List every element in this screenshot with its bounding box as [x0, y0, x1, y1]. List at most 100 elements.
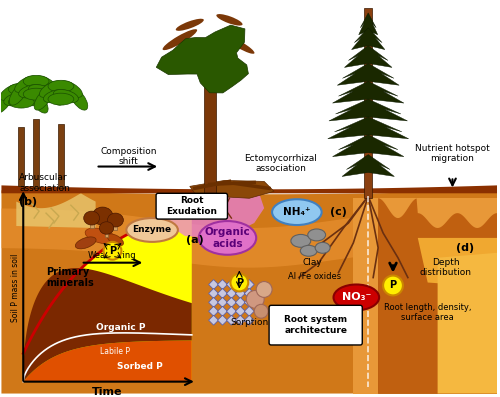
Ellipse shape	[334, 285, 379, 310]
Polygon shape	[16, 193, 96, 228]
Polygon shape	[218, 289, 228, 299]
Polygon shape	[342, 155, 394, 176]
Ellipse shape	[216, 14, 242, 25]
Polygon shape	[226, 306, 236, 316]
Text: NO₃⁻: NO₃⁻	[342, 292, 371, 303]
Ellipse shape	[85, 228, 116, 244]
Polygon shape	[418, 238, 497, 287]
Polygon shape	[23, 211, 192, 382]
Text: NH₄⁺: NH₄⁺	[283, 207, 310, 217]
Ellipse shape	[10, 83, 28, 105]
Circle shape	[383, 276, 403, 295]
Polygon shape	[236, 306, 246, 316]
Polygon shape	[226, 315, 236, 325]
Circle shape	[104, 242, 122, 260]
Bar	[18, 127, 24, 186]
Ellipse shape	[162, 29, 197, 50]
Polygon shape	[358, 13, 378, 35]
Ellipse shape	[84, 211, 100, 225]
Polygon shape	[328, 117, 408, 139]
Ellipse shape	[8, 96, 34, 108]
Polygon shape	[156, 25, 248, 93]
Polygon shape	[244, 297, 254, 307]
Polygon shape	[236, 279, 246, 289]
Ellipse shape	[108, 213, 124, 227]
Ellipse shape	[44, 89, 68, 103]
Ellipse shape	[300, 245, 317, 256]
Text: Root length, density,
surface area: Root length, density, surface area	[384, 303, 472, 322]
Text: Al /Fe oxides: Al /Fe oxides	[288, 271, 341, 280]
Ellipse shape	[34, 88, 52, 110]
Bar	[364, 8, 372, 198]
Circle shape	[230, 274, 248, 291]
Ellipse shape	[28, 85, 54, 98]
Polygon shape	[332, 135, 404, 157]
Ellipse shape	[108, 234, 124, 246]
Circle shape	[254, 304, 268, 318]
Text: Primary
minerals: Primary minerals	[46, 267, 94, 288]
Polygon shape	[218, 297, 228, 307]
Ellipse shape	[0, 91, 12, 113]
Polygon shape	[344, 46, 392, 67]
Text: (d): (d)	[456, 243, 474, 253]
Text: (b): (b)	[20, 197, 38, 207]
Polygon shape	[190, 180, 274, 198]
Ellipse shape	[4, 93, 29, 106]
Text: Organic P: Organic P	[96, 323, 145, 331]
Polygon shape	[2, 208, 497, 268]
Ellipse shape	[8, 83, 34, 95]
Text: Nutrient hotspot
migration: Nutrient hotspot migration	[415, 144, 490, 163]
Ellipse shape	[224, 35, 254, 54]
Polygon shape	[352, 28, 385, 50]
Polygon shape	[208, 315, 218, 325]
Text: (c): (c)	[330, 207, 347, 217]
Bar	[104, 228, 108, 237]
Polygon shape	[236, 297, 246, 307]
Text: Sorbed P: Sorbed P	[118, 362, 163, 371]
Polygon shape	[244, 315, 254, 325]
Polygon shape	[208, 306, 218, 316]
Polygon shape	[332, 81, 404, 103]
Polygon shape	[378, 198, 497, 393]
Polygon shape	[226, 289, 236, 299]
Text: Ectomycorrhizal
association: Ectomycorrhizal association	[244, 154, 318, 173]
Bar	[114, 220, 117, 230]
Text: P: P	[236, 278, 243, 287]
Polygon shape	[165, 193, 264, 238]
Bar	[90, 218, 94, 228]
Polygon shape	[208, 297, 218, 307]
Ellipse shape	[14, 76, 38, 93]
Ellipse shape	[198, 221, 256, 255]
Text: Weathering: Weathering	[88, 251, 137, 260]
Bar	[58, 124, 64, 188]
Ellipse shape	[100, 222, 114, 234]
Polygon shape	[23, 341, 192, 382]
Polygon shape	[244, 306, 254, 316]
Ellipse shape	[70, 88, 87, 110]
Polygon shape	[244, 279, 254, 289]
Ellipse shape	[0, 84, 23, 100]
Ellipse shape	[54, 89, 78, 103]
Ellipse shape	[40, 81, 62, 98]
Circle shape	[256, 281, 272, 297]
Bar	[100, 216, 105, 229]
Ellipse shape	[92, 207, 113, 225]
Ellipse shape	[23, 88, 49, 100]
Text: Composition
shift: Composition shift	[100, 147, 156, 166]
Text: Root
Exudation: Root Exudation	[166, 197, 218, 216]
Text: Soil P mass in soil: Soil P mass in soil	[11, 253, 20, 322]
Polygon shape	[338, 64, 399, 85]
Ellipse shape	[60, 81, 82, 98]
Ellipse shape	[30, 91, 48, 113]
Text: Clay: Clay	[303, 258, 322, 267]
Ellipse shape	[23, 75, 49, 87]
Polygon shape	[23, 268, 192, 382]
Ellipse shape	[18, 85, 44, 98]
Polygon shape	[244, 289, 254, 299]
Polygon shape	[236, 289, 246, 299]
Bar	[204, 79, 216, 198]
Ellipse shape	[126, 218, 178, 242]
Text: Labile P: Labile P	[100, 347, 130, 357]
Polygon shape	[329, 99, 407, 121]
Text: Root system
architecture: Root system architecture	[284, 316, 347, 335]
